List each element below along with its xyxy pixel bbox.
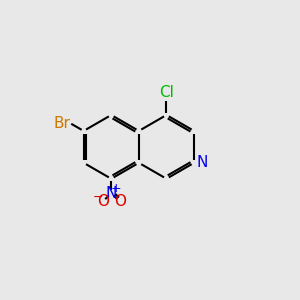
Text: N: N xyxy=(106,186,117,201)
Text: N: N xyxy=(197,155,208,170)
Text: O: O xyxy=(97,194,109,209)
Text: O: O xyxy=(114,194,126,209)
Text: +: + xyxy=(111,182,121,195)
Text: Cl: Cl xyxy=(159,85,174,100)
Text: Br: Br xyxy=(53,116,70,131)
Text: −: − xyxy=(92,191,103,204)
